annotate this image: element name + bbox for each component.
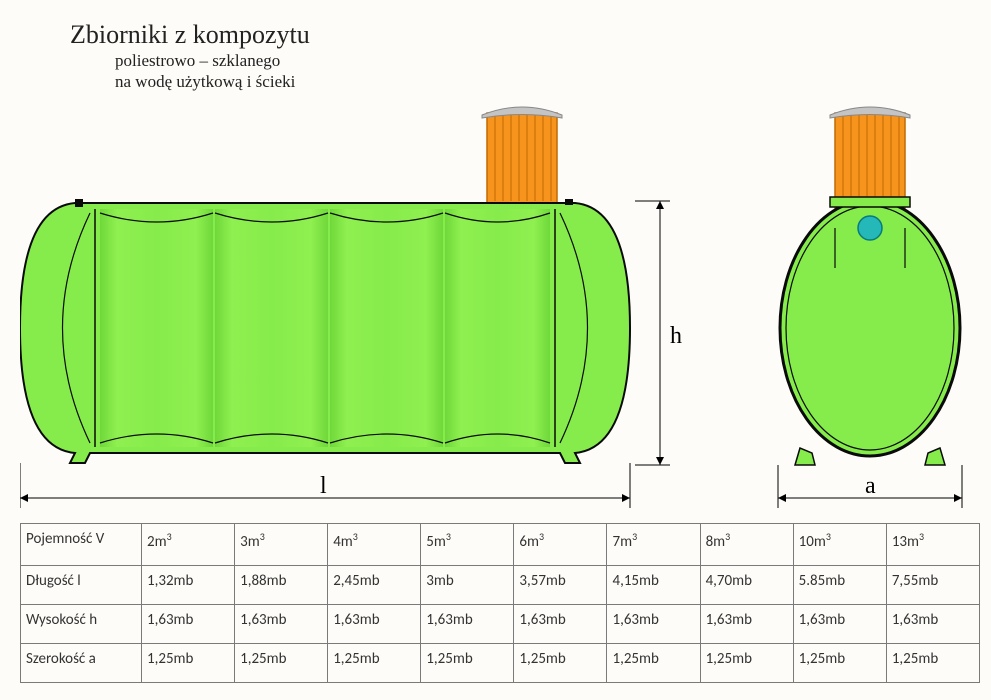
- table-cell: 1,25mb: [142, 643, 235, 682]
- table-cell: 1,63mb: [514, 604, 607, 643]
- table-cell: 2,45mb: [328, 565, 421, 604]
- table-cell: 1,25mb: [421, 643, 514, 682]
- table-cell: 7,55mb: [886, 565, 979, 604]
- table-cell: 3,57mb: [514, 565, 607, 604]
- dim-label-a: a: [865, 473, 876, 499]
- table-cell: 1,63mb: [700, 604, 793, 643]
- table-cell: 1,63mb: [421, 604, 514, 643]
- tank-side-view: [20, 107, 630, 463]
- table-row-header: Pojemność V2m33m34m35m36m37m38m310m313m3: [21, 523, 980, 565]
- tank-diagram-svg: l h: [20, 93, 980, 523]
- specs-table: Pojemność V2m33m34m35m36m37m38m310m313m3…: [20, 523, 980, 683]
- table-cell: 1,25mb: [700, 643, 793, 682]
- subtitle-line2: na wodę użytkową i ścieki: [115, 71, 971, 92]
- table-row: Szerokość a1,25mb1,25mb1,25mb1,25mb1,25m…: [21, 643, 980, 682]
- table-cell: 1,63mb: [328, 604, 421, 643]
- table-cell: 4,15mb: [607, 565, 700, 604]
- table-cell: 2m3: [142, 523, 235, 565]
- table-cell: 3mb: [421, 565, 514, 604]
- dimension-l: l: [20, 463, 630, 508]
- dim-label-l: l: [320, 473, 327, 499]
- table-cell: 8m3: [700, 523, 793, 565]
- table-cell: 13m3: [886, 523, 979, 565]
- tank-end-view: [780, 107, 960, 465]
- table-cell: 1,25mb: [235, 643, 328, 682]
- table-cell: Pojemność V: [21, 523, 142, 565]
- dimension-a: a: [778, 465, 962, 508]
- diagram-area: l h: [20, 93, 971, 523]
- table-cell: 1,25mb: [328, 643, 421, 682]
- table-cell: 5m3: [421, 523, 514, 565]
- table-cell: Wysokość h: [21, 604, 142, 643]
- table-cell: 4m3: [328, 523, 421, 565]
- table-cell: 1,25mb: [793, 643, 886, 682]
- table-cell: 1,63mb: [793, 604, 886, 643]
- subtitle-line1: poliestrowo – szklanego: [115, 50, 971, 71]
- table-cell: 5.85mb: [793, 565, 886, 604]
- table-cell: 7m3: [607, 523, 700, 565]
- table-cell: 1,63mb: [607, 604, 700, 643]
- table-cell: 1,63mb: [235, 604, 328, 643]
- table-cell: 1,88mb: [235, 565, 328, 604]
- table-row: Wysokość h1,63mb1,63mb1,63mb1,63mb1,63mb…: [21, 604, 980, 643]
- table-cell: 10m3: [793, 523, 886, 565]
- table-cell: 1,25mb: [607, 643, 700, 682]
- dimension-h: h: [635, 201, 682, 465]
- table-cell: 6m3: [514, 523, 607, 565]
- table-cell: 1,63mb: [886, 604, 979, 643]
- table-cell: 3m3: [235, 523, 328, 565]
- table-row: Długość l1,32mb1,88mb2,45mb3mb3,57mb4,15…: [21, 565, 980, 604]
- table-cell: Długość l: [21, 565, 142, 604]
- table-cell: 4,70mb: [700, 565, 793, 604]
- dim-label-h: h: [670, 323, 682, 349]
- title-block: Zbiorniki z kompozytu poliestrowo – szkl…: [20, 20, 971, 93]
- table-cell: Szerokość a: [21, 643, 142, 682]
- table-cell: 1,25mb: [514, 643, 607, 682]
- page-title: Zbiorniki z kompozytu: [70, 20, 971, 50]
- table-cell: 1,32mb: [142, 565, 235, 604]
- table-cell: 1,63mb: [142, 604, 235, 643]
- table-cell: 1,25mb: [886, 643, 979, 682]
